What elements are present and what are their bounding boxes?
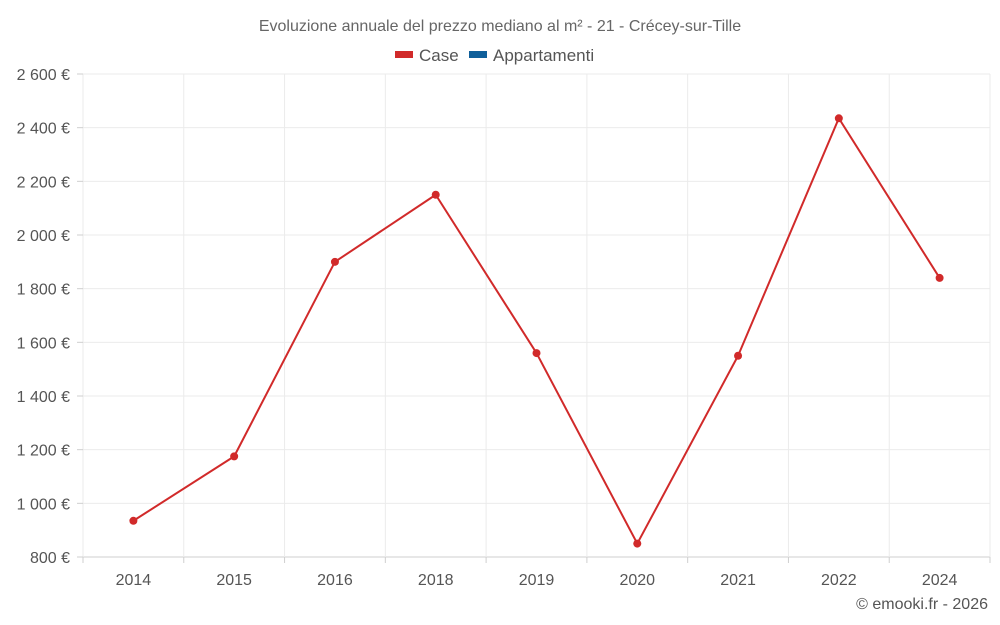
legend: Case Appartamenti xyxy=(395,46,594,65)
y-tick-label: 1 000 € xyxy=(17,496,70,513)
y-axis-labels: 800 € 1 000 € 1 200 € 1 400 € 1 600 € 1 800 €… xyxy=(17,67,70,567)
data-point[interactable] xyxy=(532,349,541,358)
credit-text: © emooki.fr - 2026 xyxy=(856,596,988,613)
x-tick-label: 2014 xyxy=(116,572,152,589)
x-tick-label: 2022 xyxy=(821,572,857,589)
y-tick-label: 2 000 € xyxy=(17,228,70,245)
data-point[interactable] xyxy=(129,516,138,525)
y-tick-label: 1 800 € xyxy=(17,282,70,299)
data-point[interactable] xyxy=(633,539,642,548)
y-tick-label: 2 600 € xyxy=(17,67,70,84)
x-tick-label: 2016 xyxy=(317,572,353,589)
y-tick-label: 800 € xyxy=(30,550,70,567)
legend-swatch-case xyxy=(395,51,413,58)
legend-swatch-appartamenti xyxy=(469,51,487,58)
legend-item-appartamenti[interactable]: Appartamenti xyxy=(469,46,594,65)
y-tick-label: 2 200 € xyxy=(17,174,70,191)
x-tick-label: 2024 xyxy=(922,572,958,589)
legend-label-appartamenti: Appartamenti xyxy=(493,46,594,65)
x-tick-label: 2021 xyxy=(720,572,756,589)
y-tick-label: 2 400 € xyxy=(17,121,70,138)
data-point[interactable] xyxy=(330,257,339,266)
grid xyxy=(77,73,991,563)
y-tick-label: 1 400 € xyxy=(17,389,70,406)
x-tick-label: 2019 xyxy=(519,572,555,589)
y-tick-label: 1 200 € xyxy=(17,443,70,460)
legend-item-case[interactable]: Case xyxy=(395,46,459,65)
data-point[interactable] xyxy=(834,114,843,123)
series-case xyxy=(129,114,944,548)
x-tick-label: 2015 xyxy=(216,572,252,589)
x-axis-labels: 2014 2015 2016 2018 2019 2020 2021 2022 2024 xyxy=(116,572,958,589)
data-point[interactable] xyxy=(935,273,944,282)
x-tick-label: 2020 xyxy=(619,572,655,589)
data-point[interactable] xyxy=(230,452,239,461)
x-tick-label: 2018 xyxy=(418,572,454,589)
series-line-case xyxy=(132,117,941,545)
legend-label-case: Case xyxy=(419,46,459,65)
data-point[interactable] xyxy=(734,351,743,360)
y-tick-label: 1 600 € xyxy=(17,335,70,352)
data-point[interactable] xyxy=(431,190,440,199)
chart-title: Evoluzione annuale del prezzo mediano al… xyxy=(259,18,741,35)
